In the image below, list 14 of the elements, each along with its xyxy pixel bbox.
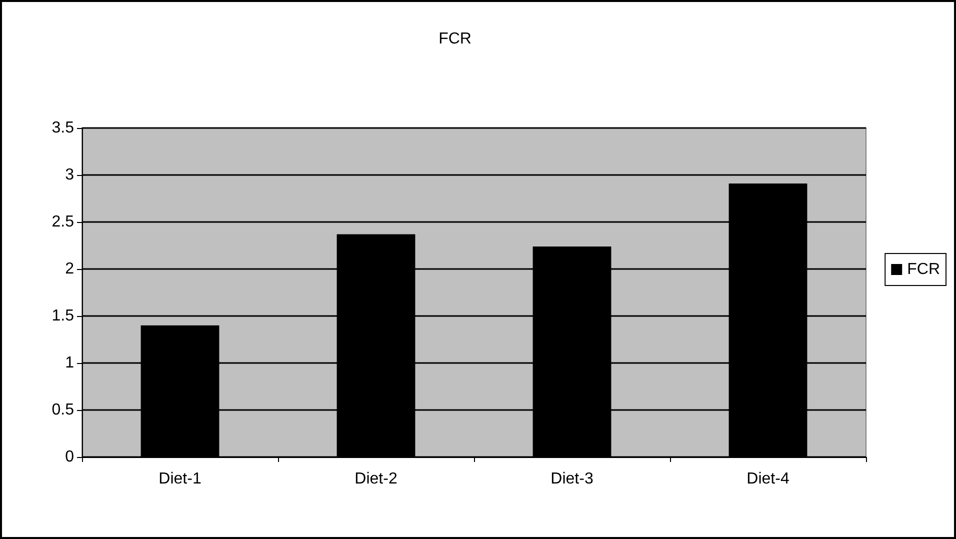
chart-title: FCR — [438, 30, 472, 48]
y-tick-label: 0 — [65, 448, 74, 466]
y-tick-label: 0.5 — [52, 402, 74, 418]
legend-label: FCR — [907, 261, 940, 278]
y-tick-label: 2 — [65, 260, 74, 278]
x-tick-label: Diet-3 — [550, 470, 594, 488]
x-tick-label: Diet-1 — [158, 470, 202, 488]
y-tick-label: 3.5 — [52, 120, 74, 136]
y-tick-label: 1.5 — [52, 308, 74, 324]
x-tick-label: Diet-4 — [746, 470, 790, 488]
y-tick-label: 2.5 — [52, 214, 74, 230]
x-tick-label: Diet-2 — [354, 470, 398, 488]
y-tick-label: 3 — [65, 166, 74, 184]
y-tick-label: 1 — [65, 354, 74, 372]
